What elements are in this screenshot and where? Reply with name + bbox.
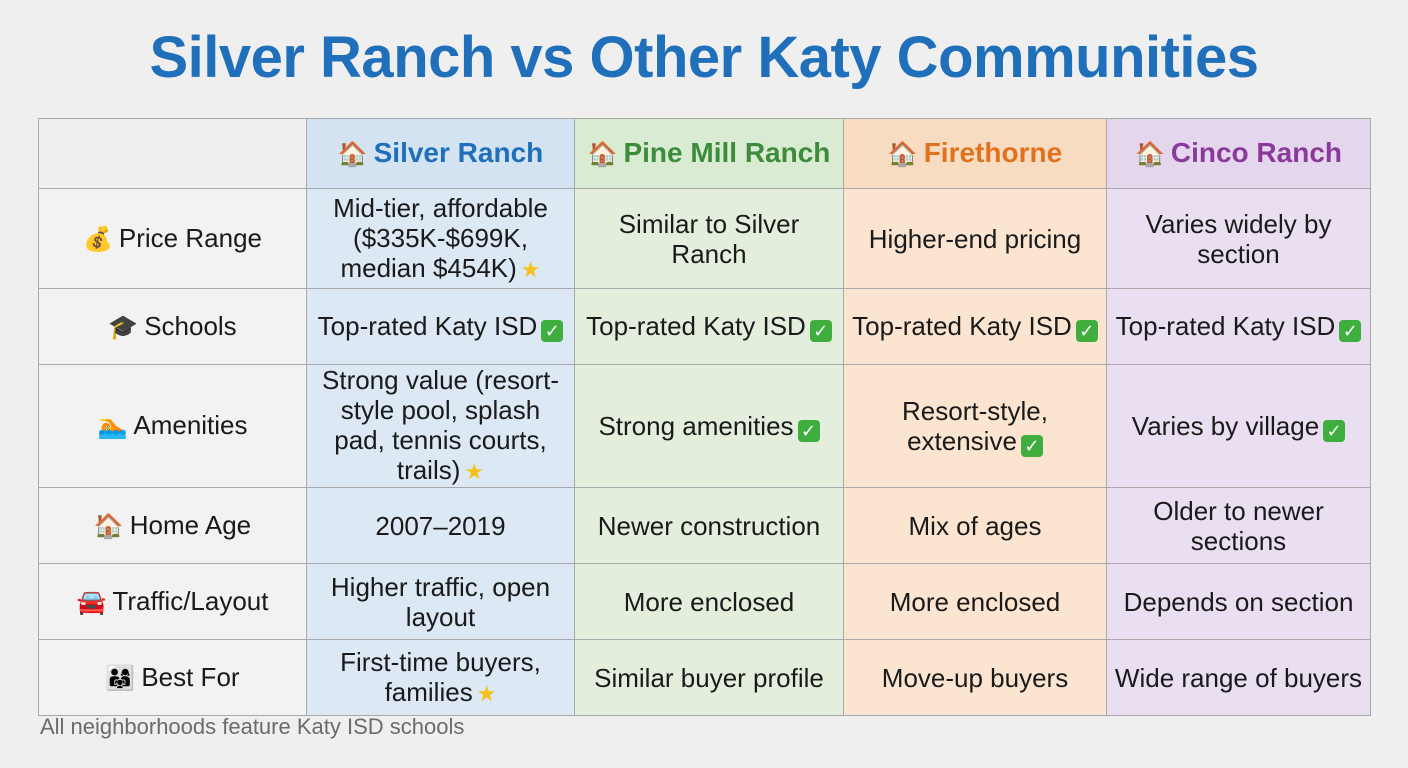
- table-cell: Similar to Silver Ranch: [574, 188, 844, 289]
- cell-text: First-time buyers, families: [340, 646, 541, 707]
- cell-text: Top-rated Katy ISD: [586, 311, 806, 341]
- checkmark-icon: ✓: [1339, 320, 1362, 342]
- corner-cell: [38, 118, 307, 189]
- column-header-pine-mill-ranch: 🏠 Pine Mill Ranch: [574, 118, 844, 189]
- checkmark-icon: ✓: [1020, 434, 1043, 457]
- cell-text: Mix of ages: [908, 510, 1042, 541]
- row-header: 🎓 Schools: [38, 288, 307, 365]
- star-icon: ★: [464, 459, 485, 484]
- cell-text: Top-rated Katy ISD: [317, 311, 538, 341]
- house-icon: 🏠: [337, 140, 368, 168]
- table-row: 👨‍👩‍👧 Best For First-time buyers, families…: [38, 639, 1371, 716]
- cell-text: Resort-style, extensive: [902, 395, 1048, 456]
- row-header: 👨‍👩‍👧 Best For: [38, 639, 307, 716]
- cell-text: More enclosed: [889, 586, 1061, 617]
- table-row: 🎓 Schools Top-rated Katy ISD ✓ Top-rated Kat…: [38, 288, 1371, 365]
- house-icon: 🏠: [887, 140, 918, 168]
- table-cell: First-time buyers, families ★: [306, 639, 575, 716]
- cell-text: Strong amenities: [598, 410, 794, 441]
- table-cell: Similar buyer profile: [574, 639, 844, 716]
- cell-text: 2007–2019: [375, 510, 506, 541]
- table-cell: Varies by village ✓: [1106, 364, 1371, 488]
- header-row: 🏠 Silver Ranch 🏠 Pine Mill Ranch 🏠 Firethor…: [38, 118, 1371, 189]
- row-header: 🚘 Traffic/Layout: [38, 563, 307, 640]
- cell-text: Move-up buyers: [881, 662, 1069, 693]
- table-cell: 2007–2019: [306, 487, 575, 564]
- table-row: 💰 Price Range Mid-tier, affordable ($335K-…: [38, 188, 1371, 289]
- table-cell: Top-rated Katy ISD ✓: [306, 288, 575, 365]
- table-cell: More enclosed: [574, 563, 844, 640]
- cell-text: Higher-end pricing: [868, 223, 1082, 254]
- column-header-silver-ranch: 🏠 Silver Ranch: [306, 118, 575, 189]
- house-icon: 🏠: [587, 140, 618, 168]
- row-header: 🏊 Amenities: [38, 364, 307, 488]
- table-cell: Top-rated Katy ISD ✓: [1106, 288, 1371, 365]
- comparison-table: 🏠 Silver Ranch 🏠 Pine Mill Ranch 🏠 Firethor…: [38, 118, 1371, 716]
- checkmark-icon: ✓: [1323, 419, 1346, 442]
- cell-text: Varies widely by section: [1145, 208, 1332, 269]
- cell-text: Top-rated Katy ISD: [1115, 311, 1336, 341]
- row-label: Schools: [144, 310, 237, 341]
- star-icon: ★: [476, 680, 497, 706]
- row-label: Best For: [141, 661, 240, 692]
- family-icon: 👨‍👩‍👧: [105, 664, 136, 692]
- table-row: 🏠 Home Age 2007–2019 Newer construction Mix …: [38, 487, 1371, 564]
- column-label: Cinco Ranch: [1170, 136, 1343, 168]
- checkmark-icon: ✓: [541, 320, 564, 342]
- table-cell: Wide range of buyers: [1106, 639, 1371, 716]
- money-bag-icon: 💰: [83, 225, 113, 253]
- table-cell: Move-up buyers: [843, 639, 1107, 716]
- row-header: 🏠 Home Age: [38, 487, 307, 564]
- table-cell: Higher-end pricing: [843, 188, 1107, 289]
- star-icon: ★: [520, 256, 541, 282]
- table-cell: Mix of ages: [843, 487, 1107, 564]
- column-header-firethorne: 🏠 Firethorne: [843, 118, 1107, 189]
- row-label: Traffic/Layout: [112, 585, 269, 616]
- cell-text: Higher traffic, open layout: [330, 571, 551, 632]
- footnote: All neighborhoods feature Katy ISD schoo…: [40, 714, 465, 739]
- cell-text: Depends on section: [1123, 586, 1354, 617]
- table-cell: Depends on section: [1106, 563, 1371, 640]
- page-title: Silver Ranch vs Other Katy Communities: [149, 25, 1259, 90]
- table-row: 🏊 Amenities Strong value (resort-style poo…: [38, 364, 1371, 488]
- cell-text: Strong value (resort-style pool, splash …: [322, 365, 559, 485]
- cell-text: Wide range of buyers: [1114, 662, 1363, 693]
- cell-text: Mid-tier, affordable ($335K-$699K, media…: [333, 192, 548, 283]
- table-cell: Mid-tier, affordable ($335K-$699K, media…: [306, 188, 575, 289]
- checkmark-icon: ✓: [797, 419, 820, 442]
- cell-text: Varies by village: [1131, 410, 1320, 441]
- table-cell: Older to newer sections: [1106, 487, 1371, 564]
- cell-text: More enclosed: [623, 586, 795, 617]
- swimmer-icon: 🏊: [97, 413, 128, 440]
- column-label: Silver Ranch: [373, 136, 544, 168]
- table-cell: Higher traffic, open layout: [306, 563, 575, 640]
- house-icon: 🏠: [1134, 140, 1165, 168]
- graduation-cap-icon: 🎓: [108, 313, 139, 341]
- row-header: 💰 Price Range: [38, 188, 307, 289]
- table-cell: Varies widely by section: [1106, 188, 1371, 289]
- row-label: Amenities: [133, 410, 248, 440]
- cell-text: Newer construction: [597, 510, 821, 541]
- column-label: Pine Mill Ranch: [623, 136, 831, 168]
- table-cell: Strong amenities ✓: [574, 364, 844, 488]
- row-label: Home Age: [129, 509, 252, 540]
- row-label: Price Range: [118, 222, 262, 253]
- table-row: 🚘 Traffic/Layout Higher traffic, open layo…: [38, 563, 1371, 640]
- house-icon: 🏠: [93, 512, 124, 540]
- car-icon: 🚘: [76, 588, 107, 616]
- table-cell: Newer construction: [574, 487, 844, 564]
- table-cell: Strong value (resort-style pool, splash …: [306, 364, 575, 488]
- cell-text: Older to newer sections: [1153, 495, 1324, 556]
- column-header-cinco-ranch: 🏠 Cinco Ranch: [1106, 118, 1371, 189]
- table-cell: More enclosed: [843, 563, 1107, 640]
- table-cell: Top-rated Katy ISD ✓: [574, 288, 844, 365]
- cell-text: Top-rated Katy ISD: [852, 311, 1072, 341]
- table-cell: Resort-style, extensive ✓: [843, 364, 1107, 488]
- table-cell: Top-rated Katy ISD ✓: [843, 288, 1107, 365]
- cell-text: Similar buyer profile: [594, 662, 824, 693]
- checkmark-icon: ✓: [1075, 320, 1098, 342]
- cell-text: Similar to Silver Ranch: [618, 208, 800, 269]
- checkmark-icon: ✓: [809, 320, 832, 342]
- column-label: Firethorne: [923, 136, 1063, 168]
